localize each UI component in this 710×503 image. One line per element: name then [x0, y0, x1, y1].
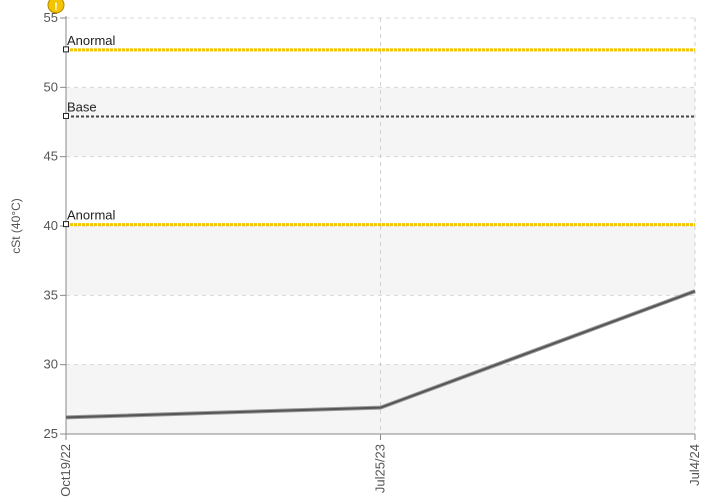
reference-marker [63, 46, 69, 53]
series-lines [65, 289, 696, 420]
y-tick-label: 55 [44, 10, 58, 25]
series-line [65, 290, 696, 419]
warning-icon: ! [47, 0, 65, 14]
warning-icon-glyph: ! [54, 1, 58, 13]
y-tick-label: 45 [44, 149, 58, 164]
reference-lines: Anormal Base Anormal [63, 33, 695, 228]
reference-marker [63, 221, 69, 228]
reference-label-anormal: Anormal [67, 208, 116, 223]
x-tick-labels: Oct19/22 Jul25/23 Jul4/24 [58, 444, 702, 497]
x-tick-label: Oct19/22 [58, 444, 73, 497]
band-40-45 [66, 156, 695, 226]
y-tick-labels: 25 30 35 40 45 50 55 [44, 10, 58, 441]
warning-icon-circle [47, 0, 65, 14]
reference-marker [63, 112, 69, 119]
y-tick-label: 40 [44, 218, 58, 233]
y-tick-label: 35 [44, 287, 58, 302]
y-axis-label: cSt (40°C) [9, 198, 23, 253]
reference-label-base: Base [67, 99, 97, 114]
band-25-30 [66, 364, 695, 434]
y-tick-label: 30 [44, 357, 58, 372]
x-tick-label: Jul4/24 [687, 444, 702, 486]
x-tick-label: Jul25/23 [373, 444, 388, 493]
y-tick-label: 50 [44, 79, 58, 94]
reference-label-anormal: Anormal [67, 33, 116, 48]
y-tick-label: 25 [44, 426, 58, 441]
